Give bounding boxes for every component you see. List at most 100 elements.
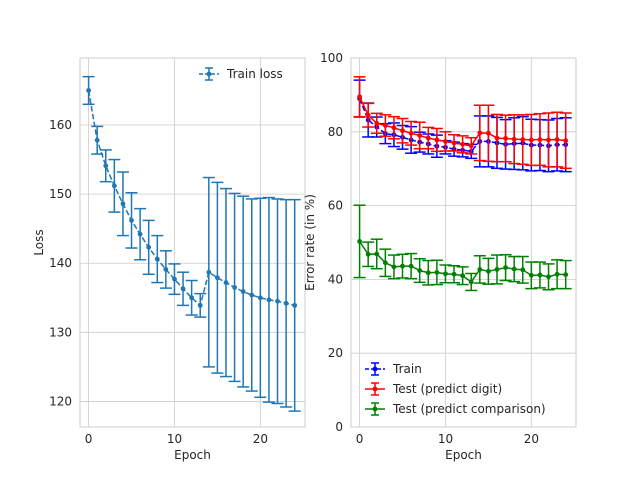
data-point [554,137,560,142]
data-point [434,269,440,275]
data-point [537,137,543,142]
data-point [120,201,126,207]
data-point [400,263,405,269]
data-point [443,271,448,277]
data-point [563,272,569,278]
data-point [503,265,508,270]
data-point [249,292,255,298]
legend-marker [206,71,212,77]
data-point [494,267,500,272]
data-point [189,295,195,301]
data-point [240,289,246,294]
data-point [563,138,569,144]
data-point [197,302,203,308]
data-point [520,267,526,273]
series-0 [82,75,301,412]
data-point [460,141,466,147]
x-tick-label: 0 [85,432,93,446]
data-point [111,183,117,189]
y-tick-label: 140 [49,256,72,270]
axes-frame [79,57,306,428]
y-axis-label: Error rate (in %) [303,194,317,291]
data-point [137,231,143,237]
data-point [528,137,534,143]
series-2 [353,204,572,292]
legend-label: Test (predict digit) [392,382,502,396]
data-point [417,133,423,138]
data-point [391,264,397,270]
data-point [206,269,212,275]
legend-label: Train loss [226,67,283,81]
data-point [554,271,560,277]
legend: Train Test (predict digit) Test (predict c… [365,362,546,416]
data-point [486,268,491,274]
legend-marker [372,386,378,392]
data-point [275,298,280,304]
y-tick-label: 150 [49,187,72,201]
x-tick-label: 10 [438,432,453,446]
data-point [266,297,272,303]
x-tick-label: 20 [524,432,539,446]
data-point [528,272,534,278]
data-point [257,295,263,301]
data-point [365,112,371,118]
data-point [94,137,100,143]
data-point [546,137,551,143]
y-tick-label: 120 [49,394,72,408]
data-point [292,302,298,308]
data-point [468,143,474,149]
data-point [365,251,371,257]
data-point [451,271,457,277]
y-axis-label: Loss [32,229,46,255]
data-point [382,123,388,128]
y-tick-label: 130 [49,325,72,339]
y-tick-label: 60 [328,199,343,213]
data-point [468,279,474,285]
data-point [180,286,186,292]
series-1 [353,76,572,170]
data-point [163,267,169,272]
data-point [172,276,177,282]
data-point [374,120,380,126]
x-axis-label: Epoch [174,448,211,462]
data-point [417,268,423,273]
data-point [443,138,448,144]
loss-chart: 0 10 20 120 130 140 150 160 Epoch Loss Train loss [32,57,306,462]
data-point [408,130,414,136]
data-point [374,251,380,257]
y-tick-label: 100 [320,51,343,65]
data-point [129,217,134,223]
legend-marker [372,406,378,412]
error-chart: 0 10 20 0 20 40 60 80 100 Epoch Error rate (in %) T… [303,51,577,462]
data-point [232,285,237,290]
data-point [503,136,508,141]
data-point [425,135,431,141]
data-point [451,140,457,146]
y-tick-label: 0 [335,420,343,434]
x-tick-label: 10 [167,432,182,446]
x-axis-label: Epoch [445,448,482,462]
data-point [86,88,91,93]
data-point [215,275,220,281]
data-point [494,135,500,141]
data-point [146,244,152,250]
legend-label: Train [392,362,422,376]
x-tick-label: 20 [253,432,268,446]
data-point [486,130,491,136]
data-point [154,256,160,262]
data-point [357,238,362,244]
data-point [546,274,551,280]
axes-frame [350,57,577,428]
data-point [391,125,397,131]
legend-label: Test (predict comparison) [392,402,546,416]
data-point [460,273,466,279]
data-point [477,130,483,136]
data-point [477,267,483,272]
data-point [520,137,526,142]
data-point [357,94,362,100]
data-point [425,270,431,276]
data-point [511,136,517,142]
data-point [408,263,414,269]
y-tick-label: 40 [328,272,343,286]
data-point [103,163,109,169]
